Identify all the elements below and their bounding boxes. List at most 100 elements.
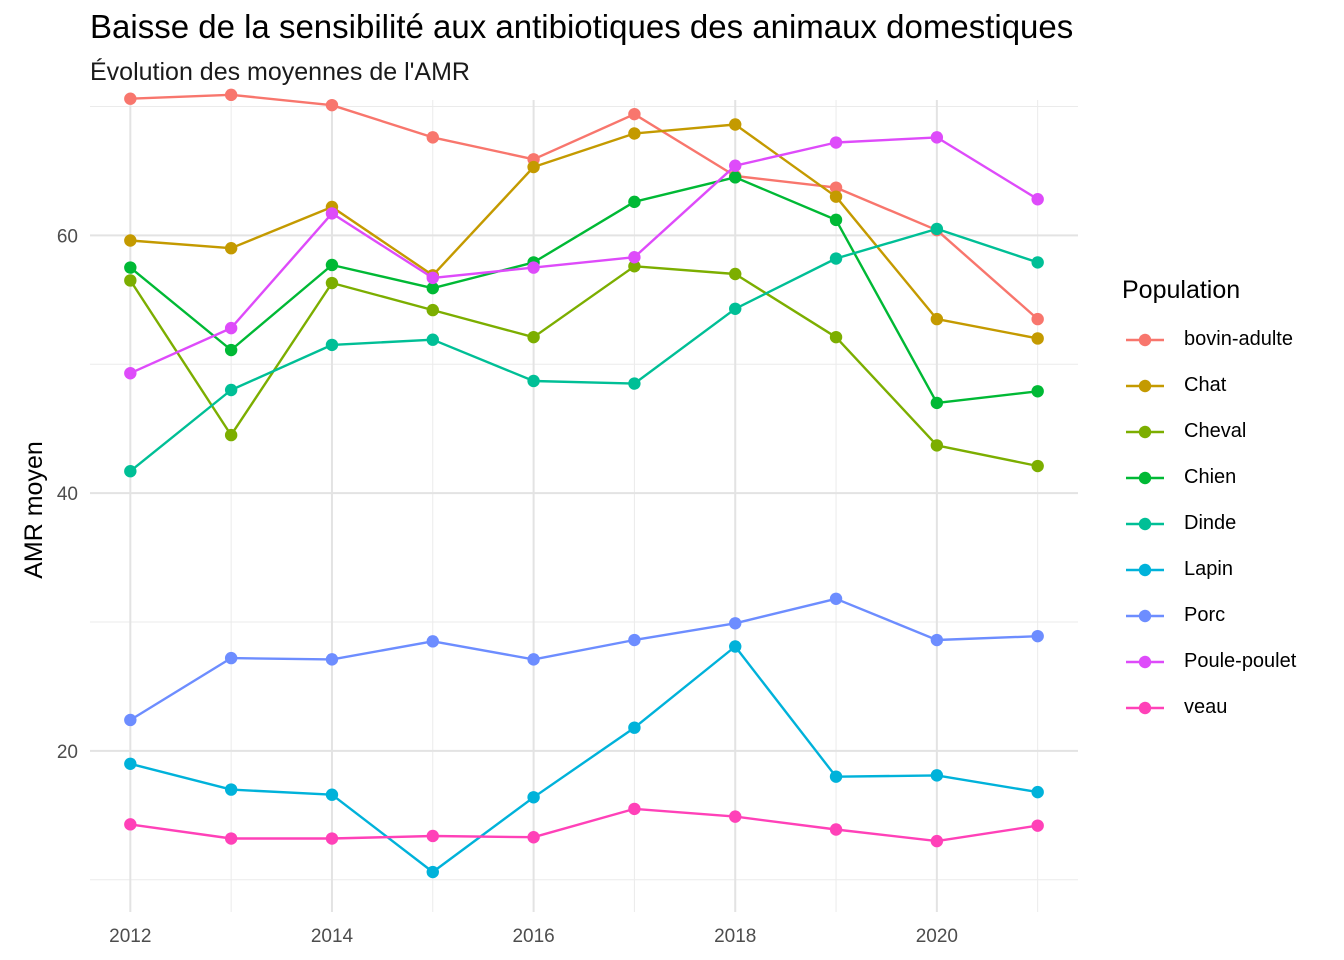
legend-label: Chien xyxy=(1184,466,1237,488)
legend-key xyxy=(1126,425,1164,439)
series-line xyxy=(129,265,1038,468)
data-point xyxy=(1031,785,1044,799)
data-point xyxy=(1031,256,1044,269)
data-point xyxy=(628,251,641,264)
data-point xyxy=(325,207,339,220)
series-layer xyxy=(124,88,1044,879)
data-point xyxy=(829,770,843,783)
y-tick-label: 20 xyxy=(57,742,78,763)
data-point xyxy=(325,653,339,666)
legend-key xyxy=(1126,379,1164,393)
data-point xyxy=(1031,385,1044,398)
data-point xyxy=(124,465,137,478)
data-point xyxy=(224,383,238,397)
legend-key xyxy=(1126,471,1164,485)
legend-item: Poule-poulet xyxy=(1122,639,1296,685)
data-point xyxy=(1031,193,1044,206)
data-point xyxy=(124,234,137,247)
data-point xyxy=(527,831,540,844)
series-line xyxy=(129,227,1039,473)
x-tick-label: 2016 xyxy=(512,926,554,947)
data-point xyxy=(628,260,641,273)
legend-label: Dinde xyxy=(1184,512,1237,534)
legend-title: Population xyxy=(1122,276,1241,304)
data-point xyxy=(1031,332,1044,345)
data-point xyxy=(628,633,641,647)
data-point xyxy=(325,338,339,352)
data-point xyxy=(124,818,137,831)
series-line xyxy=(129,176,1038,405)
data-point xyxy=(1031,819,1044,832)
x-tick-label: 2012 xyxy=(109,926,151,947)
data-point xyxy=(628,802,641,816)
data-point xyxy=(124,274,137,287)
data-point xyxy=(325,276,339,290)
legend-key xyxy=(1126,701,1164,715)
x-tick-label: 2018 xyxy=(714,926,756,947)
x-tick-label: 2014 xyxy=(311,926,354,947)
series-line xyxy=(130,93,1039,320)
data-point xyxy=(224,651,238,665)
series-line xyxy=(130,123,1038,340)
y-tick-label: 40 xyxy=(57,484,78,505)
legend-item: Porc xyxy=(1122,593,1240,639)
data-point xyxy=(124,713,137,727)
data-point xyxy=(124,757,137,770)
legend-items: bovin-adulte Chat Cheval Chien Dinde Lapin Por… xyxy=(1122,317,1296,731)
data-point xyxy=(527,261,540,274)
data-point xyxy=(729,302,742,315)
chart-subtitle: Évolution des moyennes de l'AMR xyxy=(90,58,470,86)
series-veau xyxy=(124,802,1044,848)
data-point xyxy=(426,131,439,144)
legend-label: veau xyxy=(1184,696,1228,718)
legend-key xyxy=(1126,517,1164,531)
data-point xyxy=(224,832,238,845)
data-point xyxy=(527,330,540,344)
data-point xyxy=(729,267,742,281)
series-cheval xyxy=(124,260,1044,473)
data-point xyxy=(1031,312,1044,326)
data-point xyxy=(224,88,238,102)
data-point xyxy=(729,617,742,630)
legend-item: Dinde xyxy=(1122,501,1240,547)
legend-label: Lapin xyxy=(1184,558,1233,580)
legend-item: Chien xyxy=(1122,455,1240,501)
legend-key xyxy=(1126,655,1164,669)
data-point xyxy=(829,330,843,344)
legend-key xyxy=(1126,609,1164,623)
legend: Population bovin-adulte Chat Cheval Chien Di… xyxy=(1122,276,1296,731)
legend-label: Porc xyxy=(1184,604,1226,626)
data-point xyxy=(224,242,238,255)
legend-label: Poule-poulet xyxy=(1184,650,1297,672)
data-point xyxy=(829,136,843,149)
series-chien xyxy=(124,171,1044,410)
data-point xyxy=(829,823,843,836)
legend-label: Chat xyxy=(1184,374,1227,396)
data-point xyxy=(527,160,540,174)
data-point xyxy=(829,181,843,194)
x-axis-ticks: 2012 2014 2016 2018 2020 xyxy=(109,926,958,947)
series-line xyxy=(129,597,1038,722)
legend-item: Chat xyxy=(1122,363,1240,409)
legend-item: bovin-adulte xyxy=(1122,317,1293,363)
series-poule-poulet xyxy=(124,131,1044,380)
legend-item: veau xyxy=(1122,685,1240,731)
series-line xyxy=(130,645,1038,874)
data-point xyxy=(628,107,641,121)
y-tick-label: 60 xyxy=(57,226,78,247)
data-point xyxy=(527,653,540,666)
series-porc xyxy=(124,592,1044,727)
data-point xyxy=(426,635,439,648)
series-lapin xyxy=(124,640,1044,879)
data-point xyxy=(628,127,641,140)
legend-label: bovin-adulte xyxy=(1184,328,1293,350)
data-point xyxy=(930,439,944,452)
legend-label: Cheval xyxy=(1184,420,1247,442)
data-point xyxy=(829,213,843,227)
data-point xyxy=(426,829,439,843)
data-point xyxy=(729,171,742,184)
data-point xyxy=(829,592,843,605)
data-point xyxy=(729,118,742,131)
data-point xyxy=(124,92,137,105)
data-point xyxy=(628,195,641,209)
